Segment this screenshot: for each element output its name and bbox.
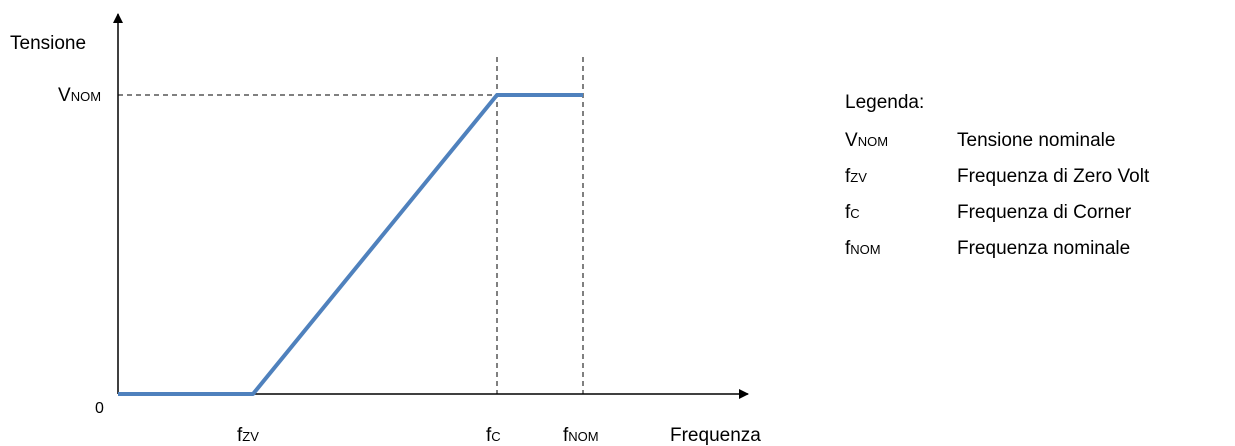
legend-symbol: fZV <box>845 166 867 187</box>
legend: Legenda: VNOM Tensione nominale fZV Freq… <box>845 92 1149 274</box>
x-tick-fzv: fZV <box>237 425 259 446</box>
legend-description: Tensione nominale <box>957 130 1116 151</box>
legend-symbol: fC <box>845 202 860 223</box>
legend-description: Frequenza di Corner <box>957 202 1132 223</box>
legend-item-fc: fC Frequenza di Corner <box>845 202 1149 232</box>
x-axis-label: Frequenza <box>670 425 761 446</box>
origin-label: 0 <box>95 400 104 417</box>
y-axis-label: Tensione <box>10 33 87 54</box>
x-tick-fnom: fNOM <box>563 425 599 446</box>
legend-item-fzv: fZV Frequenza di Zero Volt <box>845 166 1149 196</box>
legend-title: Legenda: <box>845 92 925 113</box>
legend-item-vnom: VNOM Tensione nominale <box>845 130 1149 160</box>
y-tick-vnom: VNOM <box>58 85 102 106</box>
x-tick-fc: fC <box>486 425 501 446</box>
legend-symbol: fNOM <box>845 238 881 259</box>
legend-description: Frequenza di Zero Volt <box>957 166 1150 187</box>
legend-symbol: VNOM <box>845 130 889 151</box>
series-line <box>118 93 583 396</box>
legend-item-fnom: fNOM Frequenza nominale <box>845 238 1149 268</box>
legend-description: Frequenza nominale <box>957 238 1131 259</box>
